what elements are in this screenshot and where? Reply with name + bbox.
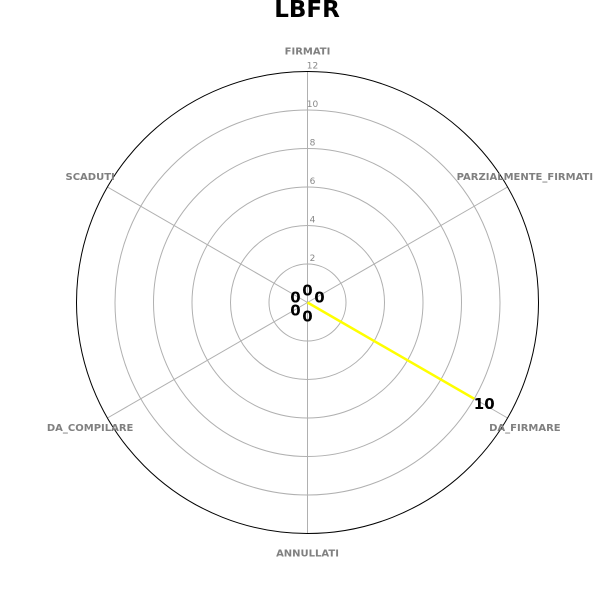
radial-tick-labels: 2 4 6 8 10 12 (307, 62, 319, 265)
tick-label-4: 4 (310, 216, 316, 226)
axis-labels: FIRMATI PARZIALMENTE_FIRMATI DA_FIRMARE ANN… (47, 47, 593, 560)
tick-label-12: 12 (307, 62, 318, 72)
radar-grid (76, 71, 539, 534)
axis-label-4: DA_COMPILARE (47, 423, 134, 434)
axis-label-5: SCADUTI (66, 172, 115, 183)
tick-label-8: 8 (310, 139, 316, 149)
axis-label-1: PARZIALMENTE_FIRMATI (457, 172, 593, 183)
data-label-3: 0 (302, 308, 312, 326)
series-layer (306, 301, 475, 400)
data-label-4: 0 (290, 302, 300, 320)
tick-label-2: 2 (310, 254, 316, 264)
axis-label-2: DA_FIRMARE (489, 423, 561, 434)
spoke-1 (307, 186, 508, 303)
data-label-0: 0 (302, 282, 312, 300)
axis-label-3: ANNULLATI (276, 549, 339, 560)
spoke-4 (107, 302, 308, 419)
series-line-0 (306, 301, 475, 400)
axis-label-0: FIRMATI (285, 47, 331, 58)
data-label-1: 0 (314, 289, 324, 307)
spoke-5 (107, 186, 308, 303)
chart-title: LBFR (274, 0, 340, 23)
tick-label-6: 6 (310, 177, 316, 187)
data-label-5: 0 (290, 289, 300, 307)
outer-frame (76, 71, 539, 534)
tick-label-10: 10 (307, 100, 319, 110)
data-label-2: 10 (474, 395, 495, 413)
